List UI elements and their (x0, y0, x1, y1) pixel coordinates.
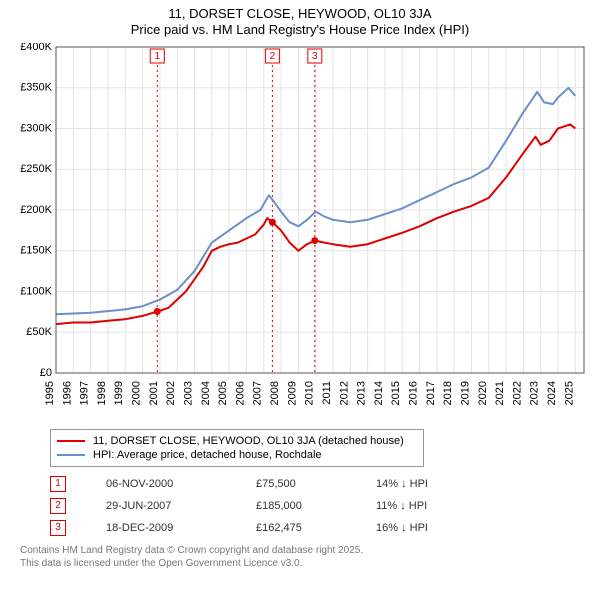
legend-swatch (57, 440, 85, 442)
footer-line-1: Contains HM Land Registry data © Crown c… (20, 545, 363, 556)
svg-text:1999: 1999 (113, 381, 125, 405)
svg-text:2003: 2003 (182, 381, 194, 405)
svg-text:1: 1 (154, 51, 160, 62)
marker-delta: 16% ↓ HPI (376, 522, 456, 534)
chart-title: 11, DORSET CLOSE, HEYWOOD, OL10 3JA Pric… (10, 6, 590, 39)
marker-table: 1 06-NOV-2000 £75,500 14% ↓ HPI 2 29-JUN-2007… (50, 473, 590, 539)
svg-text:2018: 2018 (442, 381, 454, 405)
marker-date: 18-DEC-2009 (106, 522, 216, 534)
svg-text:£150K: £150K (20, 244, 52, 256)
svg-text:2019: 2019 (459, 381, 471, 405)
svg-text:2020: 2020 (477, 381, 489, 405)
svg-text:2: 2 (270, 51, 276, 62)
svg-text:2004: 2004 (200, 381, 212, 405)
svg-text:2010: 2010 (304, 381, 316, 405)
sale-point (154, 307, 161, 314)
svg-text:2006: 2006 (234, 381, 246, 405)
marker-delta: 14% ↓ HPI (376, 478, 456, 490)
marker-price: £185,000 (256, 500, 336, 512)
svg-text:2000: 2000 (131, 381, 143, 405)
svg-text:£350K: £350K (20, 81, 52, 93)
marker-delta: 11% ↓ HPI (376, 500, 456, 512)
marker-price: £75,500 (256, 478, 336, 490)
legend-label: 11, DORSET CLOSE, HEYWOOD, OL10 3JA (det… (93, 434, 404, 448)
legend-item: HPI: Average price, detached house, Roch… (57, 448, 417, 462)
marker-row: 3 18-DEC-2009 £162,475 16% ↓ HPI (50, 517, 590, 539)
marker-date: 06-NOV-2000 (106, 478, 216, 490)
chart-area: £0 £50K £100K £150K £200K £250K £300K £350K £400… (10, 43, 590, 423)
marker-date: 29-JUN-2007 (106, 500, 216, 512)
svg-text:£100K: £100K (20, 285, 52, 297)
sale-point (311, 237, 318, 244)
marker-badge: 2 (50, 498, 66, 514)
svg-text:2015: 2015 (390, 381, 402, 405)
svg-text:2002: 2002 (165, 381, 177, 405)
svg-text:1997: 1997 (79, 381, 91, 405)
svg-text:2005: 2005 (217, 381, 229, 405)
svg-text:2016: 2016 (408, 381, 420, 405)
svg-text:2008: 2008 (269, 381, 281, 405)
svg-text:2009: 2009 (286, 381, 298, 405)
svg-text:£0: £0 (40, 366, 52, 378)
marker-badge: 1 (50, 476, 66, 492)
svg-text:2025: 2025 (563, 381, 575, 405)
legend-swatch (57, 454, 85, 456)
footer-attribution: Contains HM Land Registry data © Crown c… (20, 545, 590, 570)
svg-text:£400K: £400K (20, 43, 52, 53)
svg-text:2024: 2024 (546, 381, 558, 405)
svg-text:1995: 1995 (44, 381, 56, 405)
svg-text:2021: 2021 (494, 381, 506, 405)
legend-item: 11, DORSET CLOSE, HEYWOOD, OL10 3JA (det… (57, 434, 417, 448)
chart-svg: £0 £50K £100K £150K £200K £250K £300K £350K £400… (10, 43, 590, 423)
svg-text:£50K: £50K (26, 326, 52, 338)
marker-row: 2 29-JUN-2007 £185,000 11% ↓ HPI (50, 495, 590, 517)
svg-text:2014: 2014 (373, 381, 385, 405)
marker-price: £162,475 (256, 522, 336, 534)
svg-text:2023: 2023 (529, 381, 541, 405)
svg-text:£200K: £200K (20, 203, 52, 215)
marker-badge: 3 (50, 520, 66, 536)
svg-text:3: 3 (312, 51, 318, 62)
title-line-1: 11, DORSET CLOSE, HEYWOOD, OL10 3JA (168, 6, 431, 21)
sale-point (269, 218, 276, 225)
svg-text:2007: 2007 (252, 381, 264, 405)
svg-text:2013: 2013 (356, 381, 368, 405)
svg-text:2017: 2017 (425, 381, 437, 405)
svg-text:£300K: £300K (20, 122, 52, 134)
legend: 11, DORSET CLOSE, HEYWOOD, OL10 3JA (det… (50, 429, 424, 468)
svg-text:2001: 2001 (148, 381, 160, 405)
svg-text:1998: 1998 (96, 381, 108, 405)
svg-text:2011: 2011 (321, 381, 333, 405)
marker-row: 1 06-NOV-2000 £75,500 14% ↓ HPI (50, 473, 590, 495)
svg-text:£250K: £250K (20, 163, 52, 175)
legend-label: HPI: Average price, detached house, Roch… (93, 448, 322, 462)
footer-line-2: This data is licensed under the Open Gov… (20, 558, 302, 569)
svg-text:1996: 1996 (61, 381, 73, 405)
title-line-2: Price paid vs. HM Land Registry's House … (131, 22, 469, 37)
svg-text:2022: 2022 (511, 381, 523, 405)
svg-text:2012: 2012 (338, 381, 350, 405)
